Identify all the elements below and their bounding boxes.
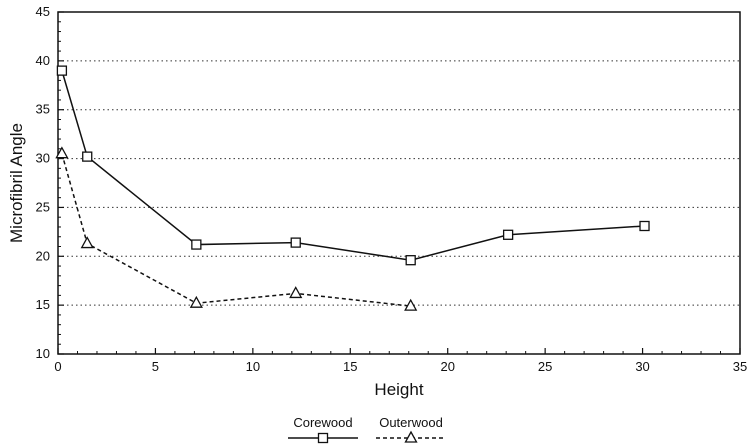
data-point-triangle bbox=[289, 286, 303, 299]
y-tick-label: 15 bbox=[36, 297, 50, 312]
y-axis-label: Microfibril Angle bbox=[7, 123, 26, 243]
data-point-square bbox=[191, 239, 202, 250]
legend-marker-square bbox=[317, 432, 329, 444]
legend-label: Corewood bbox=[293, 415, 352, 430]
x-tick-label: 20 bbox=[440, 359, 454, 374]
series-outerwood bbox=[55, 146, 418, 311]
data-point-triangle bbox=[404, 298, 418, 311]
y-tick-label: 10 bbox=[36, 346, 50, 361]
legend-entry-corewood: Corewood bbox=[288, 415, 358, 444]
legend: Corewood Outerwood bbox=[288, 415, 446, 444]
plot-frame bbox=[57, 11, 741, 355]
legend-marker-triangle bbox=[404, 430, 418, 443]
data-point-square bbox=[290, 237, 301, 248]
series-line bbox=[61, 153, 411, 307]
y-tick-label: 20 bbox=[36, 248, 50, 263]
x-tick-label: 35 bbox=[733, 359, 747, 374]
x-tick-label: 0 bbox=[54, 359, 61, 374]
data-point-triangle bbox=[55, 146, 69, 159]
series-corewood bbox=[56, 65, 650, 266]
x-tick-label: 25 bbox=[538, 359, 552, 374]
y-tick-label: 40 bbox=[36, 53, 50, 68]
x-tick-label: 5 bbox=[152, 359, 159, 374]
legend-entry-outerwood: Outerwood bbox=[376, 415, 446, 443]
grid-lines bbox=[58, 60, 740, 306]
y-tick-label: 45 bbox=[36, 4, 50, 19]
x-tick-label: 10 bbox=[246, 359, 260, 374]
x-tick-label: 15 bbox=[343, 359, 357, 374]
data-point-triangle bbox=[189, 295, 203, 308]
x-tick-label: 30 bbox=[635, 359, 649, 374]
series-line bbox=[61, 70, 645, 261]
data-point-square bbox=[502, 229, 514, 240]
y-tick-label: 35 bbox=[36, 102, 50, 117]
y-tick-label: 30 bbox=[36, 151, 50, 166]
series-layer bbox=[55, 65, 650, 311]
data-point-square bbox=[405, 255, 416, 266]
data-point-square bbox=[56, 65, 68, 76]
data-point-square bbox=[639, 220, 650, 232]
axis-ticks: 10 15 20 25 30 35 40 45 0 5 10 15 20 25 30 35 bbox=[36, 4, 748, 374]
data-point-triangle bbox=[80, 236, 94, 249]
x-axis-label: Height bbox=[374, 380, 423, 399]
y-tick-label: 25 bbox=[36, 199, 50, 214]
data-point-square bbox=[82, 151, 93, 162]
legend-label: Outerwood bbox=[379, 415, 443, 430]
